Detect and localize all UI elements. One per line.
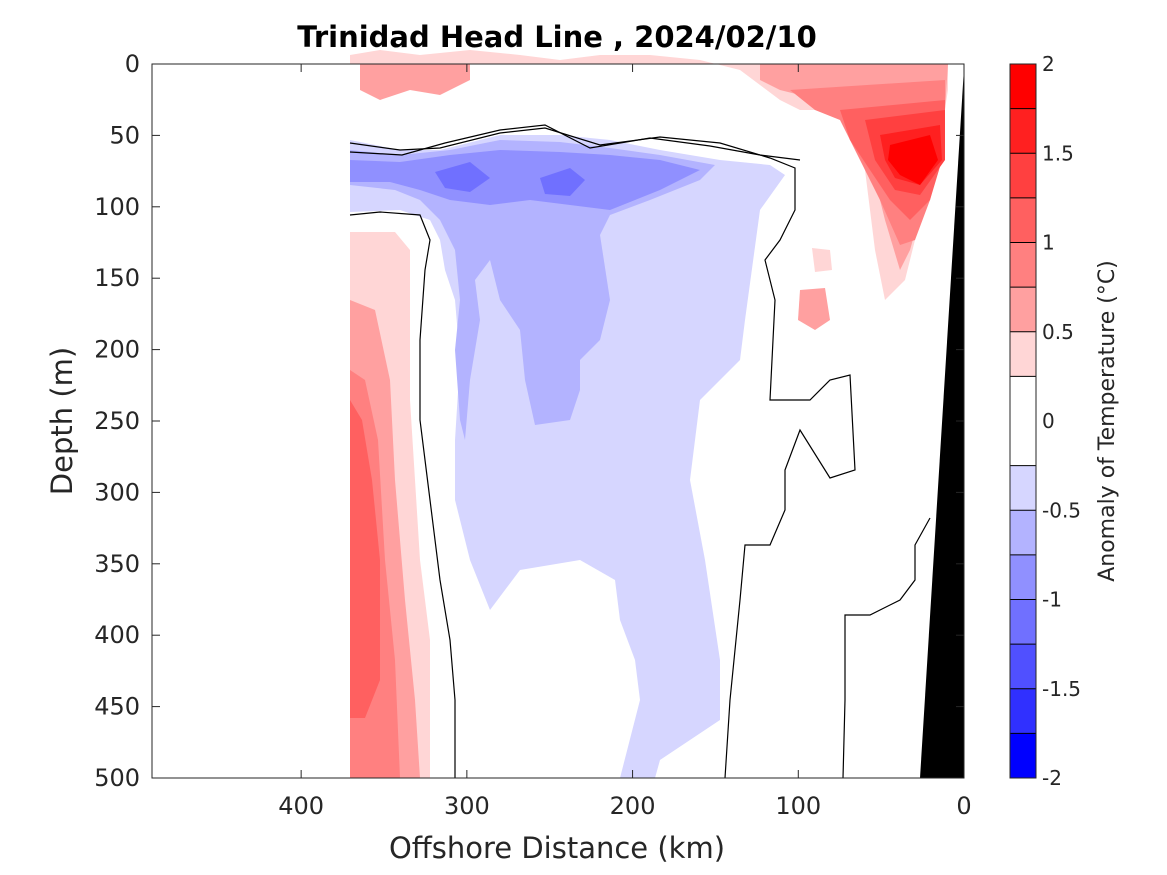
- y-tick-label: 0: [125, 50, 140, 78]
- subsurface-cool-075: [350, 150, 700, 210]
- zero-contour-line: [349, 124, 801, 161]
- colorbar-band: [1010, 287, 1036, 332]
- colorbar-band: [1010, 465, 1036, 511]
- y-tick-label: 500: [94, 764, 140, 792]
- colorbar-band: [1010, 197, 1036, 243]
- colorbar-tick-label: 1: [1042, 231, 1055, 255]
- zero-contours: [349, 124, 931, 779]
- colorbar-band: [1010, 331, 1036, 377]
- subsurface-cool-05: [350, 140, 715, 440]
- colorbar-band: [1010, 376, 1036, 466]
- colorbar-tick-label: -2: [1042, 766, 1062, 790]
- y-tick-label: 200: [94, 336, 140, 364]
- zero-contour-line: [349, 127, 856, 779]
- y-tick-label: 350: [94, 550, 140, 578]
- surface-warm-patch: [812, 248, 832, 272]
- subsurface-cold-core-2: [540, 168, 585, 196]
- y-tick-label: 450: [94, 693, 140, 721]
- chart-title: Trinidad Head Line , 2024/02/10: [297, 20, 817, 54]
- y-axis-label: Depth (m): [45, 347, 79, 495]
- y-tick-label: 150: [94, 264, 140, 292]
- colorbar-band: [1010, 733, 1036, 778]
- colorbar: 2 1.5 1 0.5 0 -0.5 -1 -1.5 -2: [1009, 52, 1081, 790]
- zero-contour-line: [842, 517, 931, 779]
- colorbar-tick-label: -0.5: [1042, 498, 1081, 522]
- colorbar-border: [1009, 63, 1037, 779]
- colorbar-tick-label: 0: [1042, 409, 1055, 433]
- x-tick-label: 0: [956, 792, 971, 820]
- zero-contour-line: [349, 211, 456, 778]
- colorbar-tick-label: -1.5: [1042, 677, 1081, 701]
- colorbar-band: [1010, 554, 1036, 600]
- nearshore-warm-core: [888, 135, 938, 185]
- colorbar-band: [1010, 108, 1036, 154]
- colorbar-tick-label: -1: [1042, 588, 1062, 612]
- x-tick-label: 200: [610, 792, 656, 820]
- colorbar-tick-label: 0.5: [1042, 320, 1074, 344]
- plot-area: [151, 50, 965, 779]
- offshore-warm-core: [350, 400, 380, 718]
- x-tick-label: 400: [278, 792, 324, 820]
- y-tick-label: 300: [94, 478, 140, 506]
- subsurface-cold-core-1: [435, 162, 490, 192]
- y-tick-label: 250: [94, 407, 140, 435]
- colorbar-band: [1010, 153, 1036, 198]
- colorbar-band: [1010, 688, 1036, 734]
- colorbar-tick-label: 1.5: [1042, 141, 1074, 165]
- colorbar-label: Anomaly of Temperature (°C): [1095, 260, 1120, 582]
- colorbar-band: [1010, 242, 1036, 288]
- bathymetry-mask: [920, 68, 964, 778]
- y-axis-ticks: 0 50 100 150 200 250 300 350 400 450 500: [94, 50, 964, 792]
- y-tick-label: 400: [94, 621, 140, 649]
- colorbar-band: [1010, 64, 1036, 109]
- surface-warm-patch: [798, 288, 830, 330]
- y-tick-label: 100: [94, 193, 140, 221]
- contour-fill: [350, 50, 948, 778]
- x-axis-ticks: 400 300 200 100 0: [278, 64, 972, 820]
- colorbar-band: [1010, 644, 1036, 689]
- y-tick-label: 50: [109, 121, 140, 149]
- colorbar-band: [1010, 510, 1036, 555]
- surface-warm-patch: [360, 64, 470, 100]
- x-axis-label: Offshore Distance (km): [389, 831, 725, 865]
- colorbar-band: [1010, 599, 1036, 645]
- x-tick-label: 100: [775, 792, 821, 820]
- x-tick-label: 300: [444, 792, 490, 820]
- subsurface-cool-region: [350, 135, 785, 778]
- colorbar-tick-label: 2: [1042, 52, 1055, 76]
